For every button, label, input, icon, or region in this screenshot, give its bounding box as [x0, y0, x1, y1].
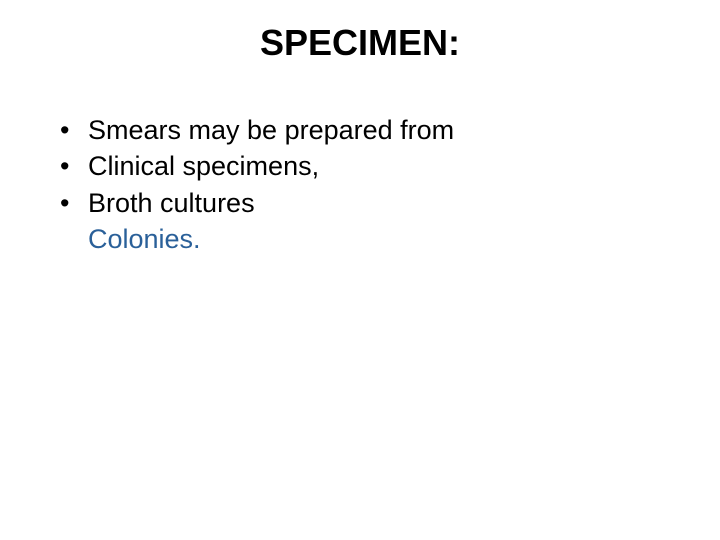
bullet-icon: • — [60, 112, 88, 148]
list-item: • Clinical specimens, — [60, 148, 690, 184]
slide-container: SPECIMEN: • Smears may be prepared from … — [0, 0, 720, 540]
slide-content: • Smears may be prepared from • Clinical… — [50, 112, 690, 258]
bullet-icon: • — [60, 148, 88, 184]
list-item: • Broth cultures — [60, 185, 690, 221]
list-text: Clinical specimens, — [88, 148, 319, 184]
list-item: • Smears may be prepared from — [60, 112, 690, 148]
bullet-icon: • — [60, 185, 88, 221]
slide-title: SPECIMEN: — [30, 22, 690, 64]
list-text: Smears may be prepared from — [88, 112, 454, 148]
list-item: Colonies. — [60, 221, 690, 257]
list-text: Broth cultures — [88, 185, 255, 221]
list-text: Colonies. — [88, 221, 201, 257]
